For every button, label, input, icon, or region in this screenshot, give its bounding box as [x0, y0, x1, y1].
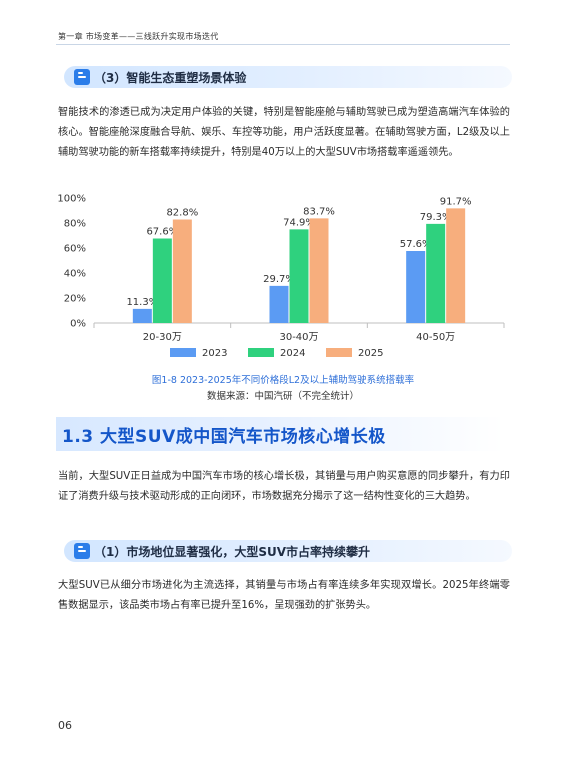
paragraph-intelligent-tech: 智能技术的渗透已成为决定用户体验的关键，特别是智能座舱与辅助驾驶已成为塑造高端汽…: [58, 107, 510, 158]
bar-2024-2: [426, 223, 446, 323]
bar-chart: 0% 20% 40% 60% 80% 100% 11.3% 67.6% 82.8% 20-30万 2…: [52, 188, 514, 368]
data-label: 11.3%: [126, 297, 158, 308]
running-head: 第一章 市场变革——三线跃升实现市场迭代: [58, 32, 219, 41]
x-tick-label: 30-40万: [279, 332, 318, 343]
x-tick-label: 40-50万: [416, 332, 455, 343]
data-label: 29.7%: [263, 274, 295, 285]
legend-swatch-2025: [326, 348, 352, 357]
subsection-heading-1: （1）市场地位显著强化，大型SUV市占率持续攀升: [64, 540, 512, 562]
data-label: 91.7%: [440, 196, 472, 207]
data-label: 57.6%: [400, 239, 432, 250]
bar-2023-1: [269, 285, 289, 323]
bar-2024-1: [289, 229, 309, 323]
y-tick-label: 80%: [64, 219, 86, 230]
subsection-title: （3）智能生态重塑场景体验: [94, 70, 247, 85]
page-number: 06: [58, 719, 72, 732]
legend-label: 2024: [280, 348, 305, 359]
y-tick-label: 40%: [64, 269, 86, 280]
data-label: 79.3%: [420, 212, 452, 223]
comment-icon: [74, 543, 90, 559]
legend-swatch-2023: [170, 348, 196, 357]
paragraph-market-growth: 当前，大型SUV正日益成为中国汽车市场的核心增长极，其销量与用户购买意愿的同步攀…: [58, 471, 510, 502]
bar-2023-0: [132, 308, 152, 323]
header-divider: [56, 44, 510, 45]
legend-label: 2025: [358, 348, 383, 359]
legend-label: 2023: [202, 348, 227, 359]
bar-2025-2: [446, 208, 466, 323]
data-label: 74.9%: [283, 217, 315, 228]
data-label: 83.7%: [303, 206, 335, 217]
subsection-heading-3: （3）智能生态重塑场景体验: [64, 66, 512, 88]
legend-swatch-2024: [248, 348, 274, 357]
figure-caption: 图1-8 2023-2025年不同价格段L2及以上辅助驾驶系统搭载率: [151, 375, 415, 386]
bar-2025-1: [309, 218, 329, 323]
y-tick-label: 100%: [57, 194, 86, 205]
y-tick-label: 0%: [70, 319, 86, 330]
subsection-title: （1）市场地位显著强化，大型SUV市占率持续攀升: [94, 544, 371, 559]
bar-chart-svg: 0% 20% 40% 60% 80% 100% 11.3% 67.6% 82.8% 20-30万 2…: [57, 194, 505, 359]
paragraph-market-share: 大型SUV已从细分市场进化为主流选择，其销量与市场占有率连续多年实现双增长。20…: [58, 580, 510, 611]
bar-2023-2: [406, 251, 426, 323]
y-tick-label: 20%: [64, 294, 86, 305]
section-title: 1.3 大型SUV成中国汽车市场核心增长极: [62, 426, 386, 447]
data-label: 67.6%: [146, 227, 178, 238]
section-heading: 1.3 大型SUV成中国汽车市场核心增长极: [56, 417, 504, 451]
data-label: 82.8%: [166, 208, 198, 219]
bar-2024-0: [152, 238, 172, 323]
figure-source: 数据来源：中国汽研（不完全统计）: [206, 391, 359, 402]
comment-icon: [74, 69, 90, 85]
x-tick-label: 20-30万: [143, 332, 182, 343]
y-tick-label: 60%: [64, 244, 86, 255]
bar-2025-0: [172, 219, 192, 323]
